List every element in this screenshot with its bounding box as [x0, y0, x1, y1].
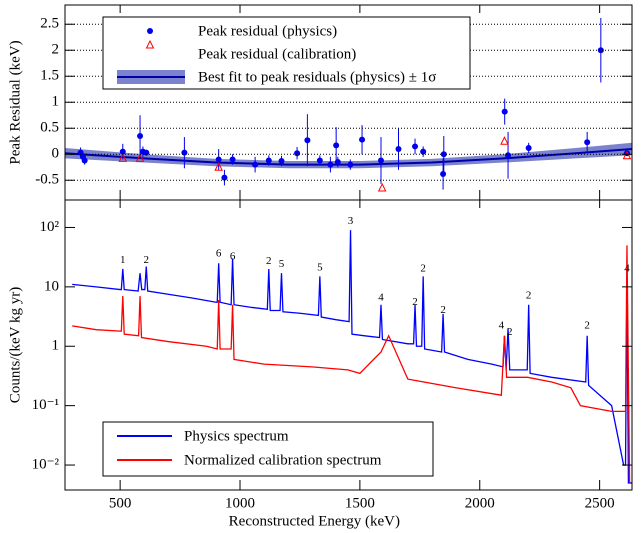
x-tick-label: 2500: [585, 495, 615, 511]
y-tick-label: -0.5: [35, 172, 59, 188]
peak-label: 4: [499, 319, 505, 331]
point: [143, 149, 150, 156]
point: [252, 161, 259, 168]
point: [505, 152, 512, 159]
y-tick-label: 10: [44, 278, 59, 294]
point: [278, 158, 285, 164]
plot-frame: [64, 199, 633, 491]
point: [359, 136, 366, 143]
y-axis-label: Peak Residual (keV): [7, 40, 23, 164]
point: [265, 157, 272, 164]
point: [597, 47, 604, 54]
legend-box: [102, 421, 434, 477]
peak-label: 2: [526, 290, 532, 302]
y-tick-label: 1: [52, 338, 60, 354]
y-tick-label: 2: [52, 42, 60, 58]
x-tick-label: 500: [109, 495, 132, 511]
point: [294, 150, 301, 157]
point: [221, 174, 228, 181]
point: [81, 157, 88, 164]
x-tick-label: 1000: [225, 495, 255, 511]
y-tick-label: 0.5: [40, 120, 59, 136]
peak-label: 2: [266, 255, 272, 267]
peak-label: 6: [230, 250, 236, 262]
peak-label: 2: [440, 304, 446, 316]
point: [412, 143, 419, 150]
peak-label: 1: [120, 254, 126, 266]
legend-label: Physics spectrum: [184, 428, 289, 444]
peak-label: 2: [584, 319, 590, 331]
point: [347, 161, 354, 168]
point: [622, 150, 632, 160]
point: [334, 159, 341, 166]
point: [119, 148, 126, 155]
point: [137, 133, 144, 140]
point: [215, 156, 222, 163]
spectrum-line: [72, 230, 632, 484]
point: [377, 182, 387, 192]
x-axis-label: Reconstructed Energy (keV): [229, 513, 400, 529]
point: [377, 157, 384, 164]
point: [135, 153, 145, 162]
y-tick-label: 2.5: [40, 16, 59, 32]
point: [500, 136, 509, 145]
legend-label: Normalized calibration spectrum: [184, 452, 382, 468]
peak-label: 4: [378, 292, 384, 304]
y-axis-label: Counts/(keV kg yr): [7, 287, 23, 403]
point: [327, 161, 334, 168]
peak-label: 5: [317, 261, 323, 273]
point: [316, 157, 323, 164]
peak-label: 4: [624, 263, 630, 275]
point: [584, 139, 591, 146]
y-tick-label: 10²: [40, 219, 60, 235]
point: [525, 145, 532, 151]
point: [333, 142, 340, 149]
point: [118, 153, 128, 162]
peak-label: 6: [216, 247, 222, 259]
point: [181, 149, 188, 156]
point: [501, 108, 508, 115]
peak-label: 3: [348, 215, 354, 227]
spectrum-line: [72, 245, 631, 483]
point: [304, 137, 311, 144]
y-tick-label: 0: [52, 146, 60, 162]
y-tick-label: 10⁻¹: [32, 397, 59, 413]
peak-label: 2: [507, 326, 513, 338]
plot-area: [72, 230, 632, 484]
y-tick-label: 1.5: [40, 68, 59, 84]
peak-label: 2: [420, 263, 426, 275]
peak-label: 2: [412, 296, 418, 308]
peak-label: 5: [279, 258, 285, 270]
point: [420, 148, 427, 155]
legend-label: Peak residual (physics): [198, 23, 337, 39]
peak-label: 2: [144, 254, 150, 266]
legend-label: Best fit to peak residuals (physics) ± 1…: [198, 69, 436, 85]
point: [395, 146, 402, 153]
y-tick-label: 1: [52, 94, 60, 110]
x-tick-label: 2000: [465, 495, 495, 511]
point: [229, 156, 236, 163]
fit-line: [65, 148, 632, 166]
legend-marker: [147, 28, 153, 34]
y-tick-label: 10⁻²: [32, 456, 60, 472]
point: [214, 162, 223, 171]
point: [440, 171, 447, 177]
legend-marker: [145, 39, 155, 49]
legend-label: Peak residual (calibration): [198, 46, 356, 62]
x-tick-label: 1500: [345, 495, 375, 511]
